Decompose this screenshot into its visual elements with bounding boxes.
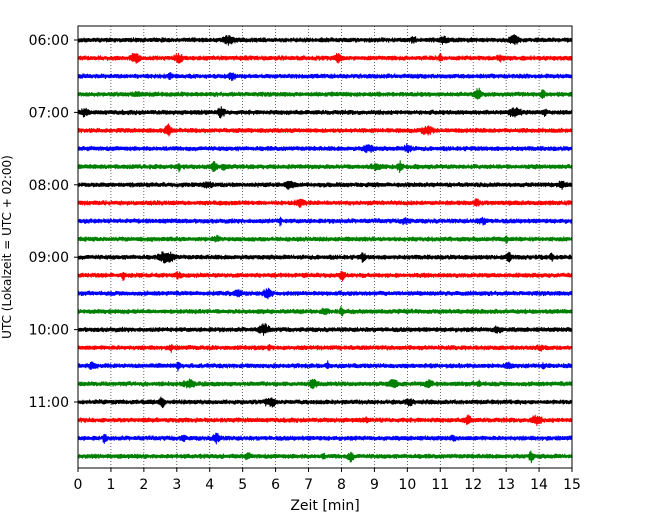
x-tick-label: 15 <box>563 477 581 493</box>
seismic-trace <box>77 234 573 245</box>
x-axis-ticks: 0 1 2 3 4 5 6 7 8 9 10 11 12 13 14 15 <box>74 468 581 493</box>
seismic-trace <box>77 52 573 64</box>
x-tick-label: 10 <box>398 477 416 493</box>
y-tick-label: 06:00 <box>29 33 69 49</box>
x-tick-label: 9 <box>370 477 379 493</box>
seismic-trace <box>77 160 573 173</box>
seismic-trace <box>77 87 573 100</box>
plot-frame <box>77 25 573 469</box>
x-tick-label: 1 <box>106 477 115 493</box>
y-tick-label: 09:00 <box>29 250 69 266</box>
seismic-trace <box>77 287 573 300</box>
seismic-trace <box>77 343 573 353</box>
x-tick-label: 7 <box>304 477 313 493</box>
seismic-trace <box>77 306 573 317</box>
x-tick-label: 12 <box>464 477 482 493</box>
y-tick-label: 08:00 <box>29 178 69 194</box>
seismic-trace <box>77 432 573 445</box>
seismic-trace <box>77 34 573 46</box>
seismic-trace <box>77 198 573 209</box>
seismic-trace <box>77 143 573 153</box>
x-tick-label: 3 <box>172 477 181 493</box>
seismic-trace <box>77 106 573 119</box>
seismic-trace <box>77 72 573 82</box>
seismic-trace <box>77 323 573 336</box>
x-tick-label: 0 <box>74 477 83 493</box>
seismic-trace <box>77 378 573 390</box>
seismic-trace <box>77 123 573 137</box>
x-tick-label: 6 <box>271 477 280 493</box>
x-tick-label: 11 <box>431 477 449 493</box>
x-tick-label: 5 <box>238 477 247 493</box>
y-axis-ticks: 06:00 07:00 08:00 09:00 10:00 11:00 <box>29 33 78 411</box>
traces-group <box>77 34 573 464</box>
x-tick-label: 2 <box>139 477 148 493</box>
seismic-trace <box>77 180 573 190</box>
y-axis-label: UTC (Lokalzeit = UTC + 02:00) <box>0 155 14 339</box>
y-tick-label: 10:00 <box>29 323 69 339</box>
y-tick-label: 07:00 <box>29 105 69 121</box>
seismic-trace <box>77 216 573 227</box>
x-tick-label: 4 <box>205 477 214 493</box>
y-tick-label: 11:00 <box>29 395 69 411</box>
x-axis-label: Zeit [min] <box>290 498 359 514</box>
x-tick-label: 8 <box>337 477 346 493</box>
seismic-trace <box>77 270 573 282</box>
seismic-trace <box>77 360 573 372</box>
seismic-trace <box>77 396 573 409</box>
seismic-trace <box>77 251 573 264</box>
x-tick-label: 14 <box>530 477 548 493</box>
x-tick-label: 13 <box>497 477 515 493</box>
seismic-trace <box>77 414 573 426</box>
seismic-trace <box>77 450 573 464</box>
